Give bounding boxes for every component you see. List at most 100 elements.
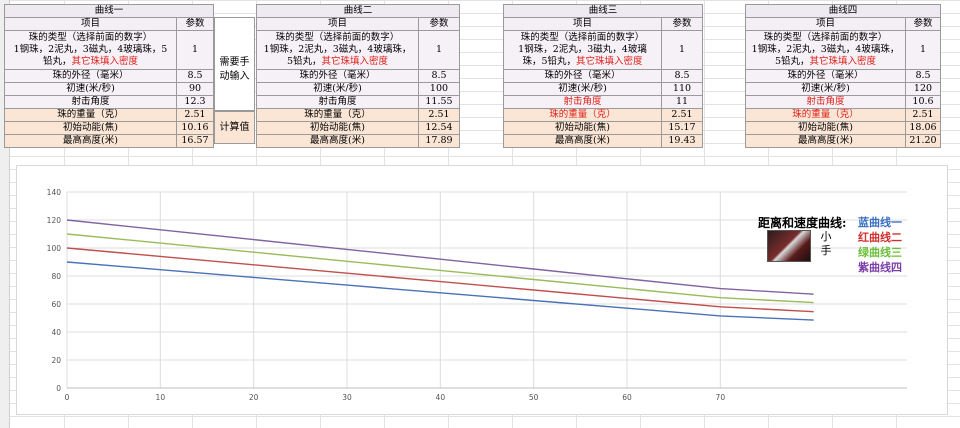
manual-input-label: 需要手动输入	[214, 17, 255, 111]
legend-item-blue: 蓝曲线一	[858, 216, 902, 229]
energy-value: 10.16	[176, 121, 214, 135]
energy-value: 15.17	[661, 121, 703, 135]
row-header-strip	[0, 0, 10, 428]
legend-item-green: 绿曲线三	[858, 246, 902, 259]
mass-value: 2.51	[418, 108, 460, 122]
mass-label: 珠的重量（克）	[4, 108, 177, 122]
y-tick-label: 140	[47, 188, 62, 197]
x-tick-label: 30	[342, 393, 352, 402]
energy-label: 初始动能(焦)	[4, 121, 177, 135]
bead-type-value[interactable]: 1	[418, 30, 460, 70]
curve-table-1: 曲线一 项目 参数 珠的类型（选择前面的数字） 1钢珠，2泥丸，3磁丸，4玻璃珠…	[4, 4, 214, 148]
x-tick-label: 20	[249, 393, 259, 402]
height-value: 19.43	[661, 134, 703, 148]
energy-label: 初始动能(焦)	[256, 121, 419, 135]
col-item-header: 项目	[4, 17, 177, 31]
diameter-label: 珠的外径（毫米）	[256, 69, 419, 83]
height-value: 16.57	[176, 134, 214, 148]
curve-table-4: 曲线四 项目 参数 珠的类型（选择前面的数字） 1钢珠，2泥丸，3磁丸，4玻璃珠…	[745, 4, 941, 148]
x-tick-label: 70	[716, 393, 726, 402]
speed-label: 初速(米/秒)	[503, 82, 662, 96]
angle-label: 射击角度	[503, 95, 662, 109]
line-chart: 0 10 20 30 40 50 60 70 0 20 40 60 80 100 120 140	[47, 188, 907, 402]
height-label: 最高高度(米)	[745, 134, 906, 148]
curve-title: 曲线三	[503, 4, 703, 18]
col-item-header: 项目	[503, 17, 662, 31]
bead-type-label: 珠的类型（选择前面的数字） 1钢珠，2泥丸，3磁丸，4玻璃珠，5 铅丸，其它珠填…	[4, 30, 177, 70]
speed-value[interactable]: 90	[176, 82, 214, 96]
diameter-value[interactable]: 8.5	[661, 69, 703, 83]
series-line-1	[66, 261, 814, 321]
series-line-4	[66, 219, 814, 295]
diameter-label: 珠的外径（毫米）	[503, 69, 662, 83]
curve-title: 曲线一	[4, 4, 214, 18]
diameter-value[interactable]: 8.5	[418, 69, 460, 83]
curve-table-2: 曲线二 项目 参数 珠的类型（选择前面的数字） 1钢珠，2泥丸，3磁丸，4玻璃珠…	[256, 4, 460, 148]
legend-item-red: 红曲线二	[858, 231, 902, 244]
mass-value: 2.51	[176, 108, 214, 122]
x-tick-label: 0	[65, 393, 70, 402]
speed-value[interactable]: 110	[661, 82, 703, 96]
height-label: 最高高度(米)	[503, 134, 662, 148]
y-tick-label: 20	[51, 356, 61, 365]
series-line-2	[66, 247, 814, 313]
speed-value[interactable]: 120	[905, 82, 941, 96]
x-tick-label: 40	[436, 393, 446, 402]
series-line-3	[66, 233, 814, 304]
energy-label: 初始动能(焦)	[503, 121, 662, 135]
y-tick-label: 0	[56, 384, 61, 393]
computed-label: 计算值	[214, 111, 255, 144]
diameter-label: 珠的外径（毫米）	[745, 69, 906, 83]
speed-label: 初速(米/秒)	[745, 82, 906, 96]
curve-title: 曲线四	[745, 4, 941, 18]
legend-item-purple: 紫曲线四	[858, 261, 902, 274]
speed-label: 初速(米/秒)	[4, 82, 177, 96]
angle-label: 射击角度	[256, 95, 419, 109]
bead-type-label: 珠的类型（选择前面的数字） 1钢珠，2泥丸，3磁丸，4玻璃珠， 5铅丸，其它珠填…	[745, 30, 906, 70]
diameter-label: 珠的外径（毫米）	[4, 69, 177, 83]
height-label: 最高高度(米)	[4, 134, 177, 148]
mass-value: 2.51	[661, 108, 703, 122]
author-name: 小手	[820, 230, 832, 257]
author-avatar	[767, 230, 811, 262]
y-tick-label: 120	[47, 216, 62, 225]
height-label: 最高高度(米)	[256, 134, 419, 148]
mass-label: 珠的重量（克）	[503, 108, 662, 122]
speed-label: 初速(米/秒)	[256, 82, 419, 96]
angle-label: 射击角度	[745, 95, 906, 109]
y-tick-label: 80	[51, 272, 61, 281]
mass-label: 珠的重量（克）	[256, 108, 419, 122]
angle-value[interactable]: 11.55	[418, 95, 460, 109]
bead-type-label: 珠的类型（选择前面的数字） 1钢珠，2泥丸，3磁丸，4玻璃珠， 5铅丸，其它珠填…	[256, 30, 419, 70]
bead-type-value[interactable]: 1	[661, 30, 703, 70]
y-tick-label: 40	[51, 328, 61, 337]
col-param-header: 参数	[176, 17, 214, 31]
x-tick-label: 60	[622, 393, 632, 402]
angle-value[interactable]: 11	[661, 95, 703, 109]
angle-value[interactable]: 10.6	[905, 95, 941, 109]
bead-type-value[interactable]: 1	[176, 30, 214, 70]
col-item-header: 项目	[745, 17, 906, 31]
col-param-header: 参数	[905, 17, 941, 31]
col-param-header: 参数	[661, 17, 703, 31]
bead-type-value[interactable]: 1	[905, 30, 941, 70]
energy-value: 12.54	[418, 121, 460, 135]
y-tick-label: 100	[47, 244, 62, 253]
height-value: 17.89	[418, 134, 460, 148]
x-tick-label: 10	[156, 393, 166, 402]
energy-value: 18.06	[905, 121, 941, 135]
chart-card[interactable]: 0 10 20 30 40 50 60 70 0 20 40 60 80 100 120 140 距离和速度曲…	[16, 165, 948, 415]
col-item-header: 项目	[256, 17, 419, 31]
mass-value: 2.51	[905, 108, 941, 122]
curve-title: 曲线二	[256, 4, 460, 18]
col-param-header: 参数	[418, 17, 460, 31]
angle-value[interactable]: 12.3	[176, 95, 214, 109]
height-value: 21.20	[905, 134, 941, 148]
diameter-value[interactable]: 8.5	[176, 69, 214, 83]
speed-value[interactable]: 100	[418, 82, 460, 96]
diameter-value[interactable]: 8.5	[905, 69, 941, 83]
legend-title: 距离和速度曲线:	[758, 216, 847, 230]
energy-label: 初始动能(焦)	[745, 121, 906, 135]
y-tick-label: 60	[51, 300, 61, 309]
curve-table-3: 曲线三 项目 参数 珠的类型（选择前面的数字） 1钢珠，2泥丸，3磁丸，4玻璃 …	[503, 4, 703, 148]
